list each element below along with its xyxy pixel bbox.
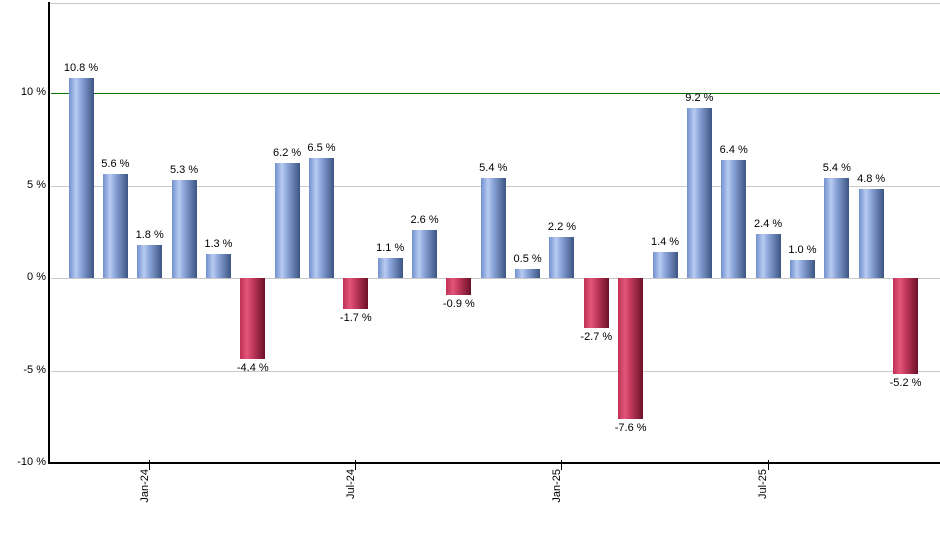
bar-value-label: -1.7 %	[339, 312, 372, 325]
y-tick-label: 5 %	[27, 178, 46, 191]
bar-value-label: 6.4 %	[719, 143, 748, 156]
x-axis-line	[48, 462, 940, 464]
bar-value-label: 9.2 %	[685, 91, 714, 104]
y-axis-line	[48, 2, 50, 464]
bar-value-label: 4.8 %	[857, 173, 886, 186]
bar-value-label: 2.6 %	[410, 213, 439, 226]
x-tick-mark	[561, 460, 563, 470]
bar	[583, 278, 609, 328]
y-tick-label: 0 %	[27, 271, 46, 283]
y-tick-label: -10 %	[17, 456, 46, 468]
y-tick-label: 10 %	[20, 86, 46, 98]
plot-top-border	[50, 3, 940, 4]
bar-value-label: 1.0 %	[788, 243, 817, 256]
bar-value-label: 10.8 %	[63, 62, 99, 75]
bar	[549, 237, 575, 278]
bar-value-label: 2.2 %	[547, 221, 577, 234]
bar	[102, 174, 128, 278]
bar-value-label: 1.3 %	[204, 237, 233, 250]
bar-value-label: -4.4 %	[236, 362, 269, 375]
bar	[824, 178, 850, 278]
bar-value-label: 5.4 %	[822, 162, 851, 175]
bar	[515, 268, 541, 278]
bar	[721, 159, 747, 278]
bar	[789, 259, 815, 278]
x-tick-mark	[767, 460, 769, 470]
bar	[893, 278, 919, 375]
bar	[377, 257, 403, 278]
bar	[343, 278, 369, 310]
y-tick-label: -5 %	[23, 363, 46, 376]
x-tick-label: Jul-25	[757, 469, 770, 499]
x-tick-mark	[149, 460, 151, 470]
bar	[412, 229, 438, 278]
gridline-0	[51, 278, 940, 279]
bar	[137, 244, 163, 278]
bar	[240, 278, 266, 360]
bar	[308, 157, 334, 278]
bar-value-label: 2.4 %	[754, 217, 783, 230]
bar-value-label: -2.7 %	[580, 330, 613, 343]
bar-value-label: 6.5 %	[307, 141, 336, 154]
bar-value-label: 5.6 %	[101, 158, 130, 171]
gridline--5	[51, 370, 940, 372]
x-tick-label: Jul-24	[344, 469, 357, 499]
x-tick-label: Jan-24	[138, 469, 151, 503]
bar	[618, 278, 644, 419]
bar	[652, 252, 678, 278]
bar-value-label: 0.5 %	[513, 252, 542, 265]
bar	[274, 163, 300, 278]
x-tick-label: Jan-25	[550, 469, 563, 503]
bar-value-label: -5.2 %	[889, 377, 922, 390]
bar	[446, 278, 472, 295]
bar	[68, 78, 94, 278]
threshold-line	[51, 93, 940, 94]
bar-value-label: -7.6 %	[614, 421, 647, 434]
bar-value-label: 5.3 %	[169, 163, 199, 176]
bar-value-label: 1.1 %	[376, 241, 405, 254]
bar	[755, 233, 781, 278]
bar	[480, 178, 506, 278]
bar-value-label: 6.2 %	[273, 147, 302, 160]
bar	[205, 253, 231, 278]
bar-value-label: 1.4 %	[650, 236, 680, 249]
x-tick-mark	[355, 460, 357, 470]
bar	[686, 107, 712, 278]
bar-value-label: 5.4 %	[479, 162, 508, 175]
bar-value-label: -0.9 %	[442, 297, 475, 310]
bar-value-label: 1.8 %	[135, 228, 164, 241]
bar	[171, 179, 197, 278]
bar	[858, 189, 884, 278]
